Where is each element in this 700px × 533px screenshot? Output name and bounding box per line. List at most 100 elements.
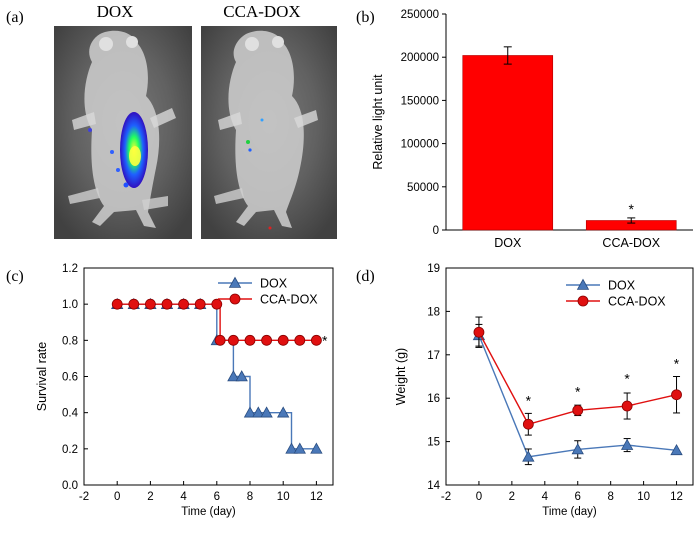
legend-label: DOX <box>608 279 636 293</box>
significance-marker: * <box>322 332 328 348</box>
x-tick-label: 8 <box>247 491 253 503</box>
data-point-dox <box>277 406 290 418</box>
y-tick-label: 0.0 <box>62 480 78 492</box>
x-tick-label: 6 <box>575 491 581 503</box>
mouse-image-dox <box>54 26 192 239</box>
x-axis-label: Time (day) <box>181 506 236 518</box>
bar-dox <box>462 55 554 231</box>
legend-label: CCA-DOX <box>608 295 666 309</box>
series-line-dox <box>117 303 317 450</box>
data-point-cca-dox <box>128 298 140 310</box>
image-caption-dox: DOX <box>97 2 134 21</box>
significance-marker: * <box>624 371 630 387</box>
data-point-dox <box>310 442 323 454</box>
data-point-cca-dox <box>473 326 485 338</box>
data-point-cca-dox <box>161 298 173 310</box>
significance-marker: * <box>575 384 581 400</box>
data-point-dox <box>670 443 683 456</box>
data-point-cca-dox <box>227 334 239 346</box>
data-point-cca-dox <box>671 389 682 401</box>
x-tick-label: CCA-DOX <box>602 236 660 250</box>
y-tick-label: 250000 <box>401 9 439 21</box>
data-point-cca-dox <box>214 334 226 346</box>
data-point-cca-dox <box>572 404 584 416</box>
y-tick-label: 14 <box>427 480 440 492</box>
data-point-cca-dox <box>294 334 306 346</box>
x-tick-label: DOX <box>494 236 522 250</box>
x-tick-label: 6 <box>214 491 220 503</box>
legend-marker <box>228 276 242 288</box>
data-point-dox <box>571 443 584 455</box>
weight-chart: -2 0 2 4 6 8 10 12 14 15 16 17 18 19 Time (day) Weight … <box>394 263 694 518</box>
y-tick-label: 0.6 <box>62 372 78 384</box>
x-axis-label: Time (day) <box>542 506 597 518</box>
y-tick-label: 100000 <box>401 139 439 151</box>
panel-c-label: (c) <box>6 268 24 285</box>
legend-marker <box>229 293 241 305</box>
x-tick-label: 10 <box>637 491 650 503</box>
y-tick-label: 1.2 <box>62 263 78 275</box>
panel-b: (b) 0 50000 100000 150000 200000 250000 DOX * CC… <box>356 9 693 250</box>
mouse-image-cca-dox <box>201 26 337 239</box>
y-tick-label: 1.0 <box>62 299 78 311</box>
x-tick-label: -2 <box>441 491 451 503</box>
panel-a: (a) DOX CCA-DOX <box>6 2 337 239</box>
data-point-cca-dox <box>261 334 273 346</box>
data-point-cca-dox <box>621 400 633 412</box>
x-tick-label: 12 <box>670 491 683 503</box>
y-tick-label: 0.8 <box>62 335 78 347</box>
y-tick-label: 50000 <box>407 182 439 194</box>
x-tick-label: 0 <box>114 491 120 503</box>
legend-label: DOX <box>260 277 288 291</box>
y-tick-label: 150000 <box>401 95 439 107</box>
x-tick-label: 2 <box>509 491 515 503</box>
x-tick-label: 8 <box>607 491 613 503</box>
y-tick-label: 15 <box>427 437 440 449</box>
data-point-dox <box>285 442 298 454</box>
y-tick-label: 200000 <box>401 52 439 64</box>
y-tick-label: 17 <box>427 350 440 362</box>
data-point-dox <box>620 438 634 450</box>
data-point-cca-dox <box>194 298 206 310</box>
data-point-cca-dox <box>111 298 123 310</box>
plot-frame <box>445 267 694 486</box>
legend-marker <box>577 295 589 307</box>
y-tick-label: 0.2 <box>62 444 78 456</box>
panel-c: (c) -2 0 2 4 6 8 10 12 0.0 0.2 0.4 0.6 0.8 1.0 1.2 Time… <box>6 263 334 518</box>
panel-b-label: (b) <box>356 9 375 26</box>
y-tick-label: 0 <box>433 225 439 237</box>
y-axis-label: Relative light unit <box>371 74 385 170</box>
data-point-dox <box>252 406 265 418</box>
y-tick-label: 19 <box>427 263 440 275</box>
data-point-cca-dox <box>522 418 534 430</box>
data-point-cca-dox <box>211 298 223 310</box>
y-axis-label: Weight (g) <box>394 348 408 405</box>
luminescence-signal-cca-dox <box>246 140 250 144</box>
x-tick-label: 12 <box>310 491 323 503</box>
panel-a-label: (a) <box>6 9 24 26</box>
data-point-cca-dox <box>144 298 156 310</box>
data-point-dox <box>522 450 535 462</box>
significance-marker: * <box>674 355 680 371</box>
data-point-cca-dox <box>277 334 289 346</box>
bar-chart: 0 50000 100000 150000 200000 250000 DOX * CCA-DO… <box>371 9 693 250</box>
data-point-dox <box>243 406 257 418</box>
data-point-cca-dox <box>244 334 256 346</box>
legend-label: CCA-DOX <box>260 293 318 307</box>
y-tick-label: 16 <box>427 393 440 405</box>
y-tick-label: 0.4 <box>62 408 79 420</box>
survival-chart: -2 0 2 4 6 8 10 12 0.0 0.2 0.4 0.6 0.8 1.0 1.2 Time (da… <box>35 263 334 518</box>
significance-marker: * <box>526 392 532 408</box>
x-tick-label: 4 <box>180 491 187 503</box>
y-tick-label: 18 <box>427 306 440 318</box>
data-point-dox <box>293 442 306 454</box>
data-point-cca-dox <box>310 334 322 346</box>
data-point-cca-dox <box>178 298 190 310</box>
y-axis-label: Survival rate <box>35 342 49 412</box>
data-point-dox <box>260 406 273 418</box>
x-tick-label: 4 <box>542 491 549 503</box>
x-tick-label: 0 <box>476 491 482 503</box>
image-caption-cca-dox: CCA-DOX <box>223 2 300 21</box>
legend-marker <box>576 278 590 290</box>
